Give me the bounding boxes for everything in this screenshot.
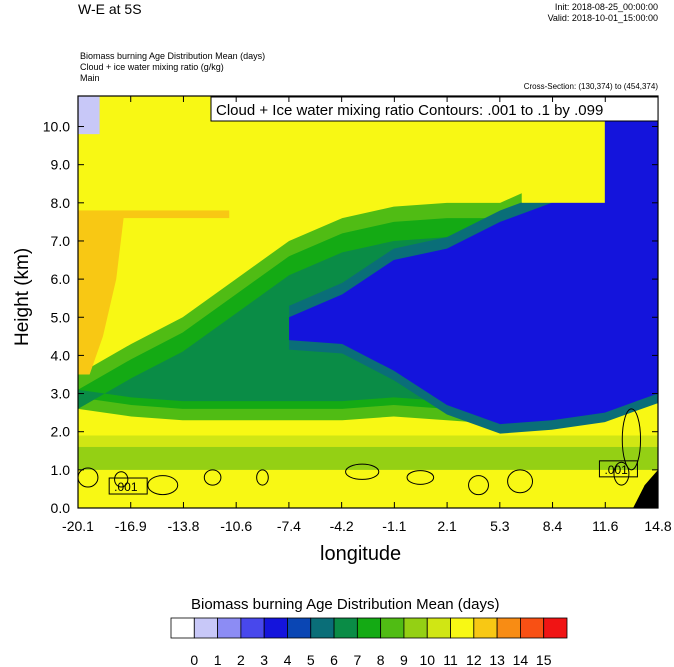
cloud-contour-1 — [114, 471, 129, 488]
x-tick-label-7: 2.1 — [437, 518, 457, 534]
colorbar-swatch-1 — [193, 617, 218, 639]
contour-legend-box — [210, 96, 659, 122]
x-tick-label-5: -4.2 — [330, 518, 354, 534]
y-tick-label-6: 6.0 — [51, 271, 71, 287]
colorbar-level-10: 10 — [419, 652, 435, 667]
y-tick-label-3: 3.0 — [51, 386, 71, 402]
field-orange-plume — [78, 210, 125, 375]
colorbar-swatch-13 — [473, 617, 498, 639]
x-tick-label-6: -1.1 — [382, 518, 406, 534]
cloud-contour-5 — [345, 463, 380, 480]
contour-legend-text: Cloud + Ice water mixing ratio Contours:… — [216, 102, 603, 119]
x-tick-label-8: 5.3 — [490, 518, 510, 534]
colorbar-swatch-0 — [170, 617, 195, 639]
x-tick-label-10: 11.6 — [592, 518, 618, 534]
cloud-contour-3 — [203, 469, 222, 486]
x-tick-label-3: -10.6 — [220, 518, 252, 534]
colorbar-swatch-4 — [263, 617, 288, 639]
colorbar-swatch-7 — [333, 617, 358, 639]
colorbar-swatch-10 — [403, 617, 428, 639]
x-axis-label: longitude — [320, 543, 402, 565]
colorbar-level-13: 13 — [489, 652, 505, 667]
field-terrain — [633, 469, 658, 508]
contour-label-0: .001 — [114, 480, 138, 494]
colorbar-swatch-14 — [496, 617, 521, 639]
colorbar-swatch-11 — [426, 617, 451, 639]
field-label-age: Biomass burning Age Distribution Mean (d… — [80, 51, 266, 61]
colorbar-swatch-2 — [217, 617, 242, 639]
colorbar-level-8: 8 — [377, 652, 385, 667]
y-tick-label-1: 1.0 — [51, 462, 71, 478]
cloud-contour-2 — [147, 475, 179, 496]
colorbar-level-6: 6 — [330, 652, 338, 667]
colorbar-swatch-3 — [240, 617, 265, 639]
colorbar-swatch-5 — [287, 617, 312, 639]
plot-title: W-E at 5S — [78, 1, 142, 17]
colorbar-level-2: 2 — [237, 652, 245, 667]
colorbar-swatch-9 — [380, 617, 405, 639]
colorbar-swatch-6 — [310, 617, 335, 639]
colorbar-level-7: 7 — [353, 652, 361, 667]
y-tick-label-2: 2.0 — [51, 424, 71, 440]
cloud-contour-4 — [256, 469, 269, 486]
init-time: Init: 2018-08-25_00:00:00 — [554, 2, 658, 12]
field-label-main: Main — [80, 73, 100, 83]
y-tick-label-4: 4.0 — [51, 347, 71, 363]
heatmap-field — [78, 96, 658, 508]
run-times: Init: 2018-08-25_00:00:00 Valid: 2018-10… — [548, 2, 658, 24]
x-tick-label-0: -20.1 — [62, 518, 94, 534]
cloud-contour-7 — [468, 475, 489, 496]
y-tick-label-10: 10.0 — [43, 119, 70, 135]
colorbar-level-9: 9 — [400, 652, 408, 667]
colorbar-title: Biomass burning Age Distribution Mean (d… — [191, 596, 500, 613]
colorbar-level-0: 0 — [190, 652, 198, 667]
colorbar-level-14: 14 — [513, 652, 529, 667]
contour-label-box-1 — [598, 460, 638, 478]
x-tick-label-4: -7.4 — [277, 518, 301, 534]
colorbar-level-12: 12 — [466, 652, 482, 667]
field-lavender-corner — [78, 96, 100, 135]
x-tick-label-9: 8.4 — [543, 518, 563, 534]
y-tick-label-8: 8.0 — [51, 195, 71, 211]
x-tick-label-2: -13.8 — [167, 518, 199, 534]
field-orange-layer — [78, 210, 230, 219]
colorbar-swatch-15 — [520, 617, 545, 639]
colorbar-level-15: 15 — [536, 652, 552, 667]
y-tick-label-5: 5.0 — [51, 309, 71, 325]
x-tick-label-1: -16.9 — [115, 518, 147, 534]
colorbar-level-11: 11 — [443, 652, 458, 667]
y-tick-label-7: 7.0 — [51, 233, 71, 249]
cross-section-label: Cross-Section: (130,374) to (454,374) — [523, 82, 658, 91]
field-boundary-layer-inner — [78, 446, 658, 470]
colorbar-level-1: 1 — [214, 652, 222, 667]
colorbar-level-5: 5 — [307, 652, 315, 667]
cloud-contour-9 — [621, 408, 642, 471]
cloud-contour-8 — [507, 469, 534, 494]
y-tick-label-9: 9.0 — [51, 157, 71, 173]
plot-frame — [77, 95, 659, 509]
y-tick-label-0: 0.0 — [51, 500, 71, 516]
colorbar-level-3: 3 — [260, 652, 268, 667]
colorbar-level-4: 4 — [284, 652, 292, 667]
colorbar-swatch-8 — [356, 617, 382, 639]
cloud-contour-10 — [613, 461, 630, 486]
contour-label-box-0 — [108, 477, 148, 495]
y-axis-label: Height (km) — [12, 247, 33, 346]
cloud-contour-6 — [406, 470, 435, 485]
colorbar-swatch-12 — [450, 617, 475, 639]
colorbar-swatch-16 — [543, 617, 568, 639]
x-tick-label-11: 14.8 — [644, 518, 671, 534]
valid-time: Valid: 2018-10-01_15:00:00 — [547, 13, 658, 23]
contour-label-1: .001 — [604, 463, 628, 477]
field-label-cloud: Cloud + ice water mixing ratio (g/kg) — [80, 62, 224, 72]
cloud-contour-0 — [78, 467, 99, 488]
